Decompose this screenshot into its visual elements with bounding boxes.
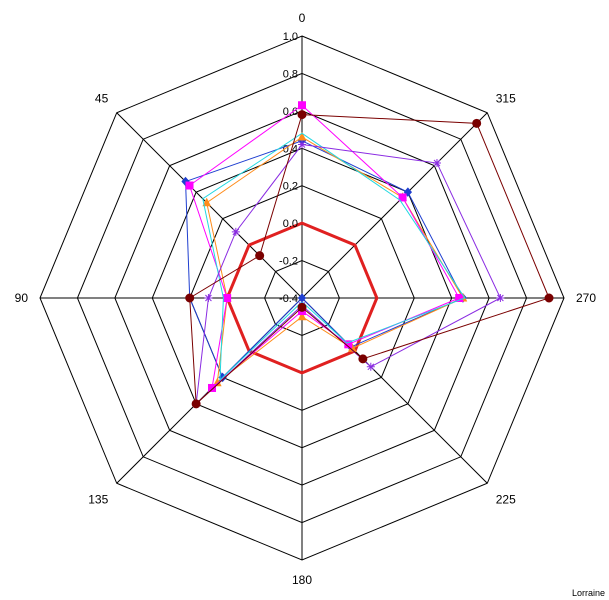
data-point bbox=[297, 131, 307, 141]
series-group bbox=[181, 101, 554, 409]
data-point bbox=[455, 294, 464, 302]
footer-mark: Lorraine bbox=[571, 588, 605, 598]
data-point bbox=[208, 383, 217, 392]
data-point bbox=[185, 293, 195, 303]
ring-label: 0.0 bbox=[283, 218, 298, 230]
data-point bbox=[297, 110, 307, 120]
spoke-315 bbox=[301, 112, 488, 299]
data-point bbox=[202, 197, 212, 207]
axis-labels: 0 315 270 225 180 135 90 45 bbox=[15, 11, 597, 587]
ring-label: 0.8 bbox=[283, 68, 298, 80]
reference-ring bbox=[225, 221, 379, 375]
data-point bbox=[344, 340, 353, 349]
data-point bbox=[298, 101, 306, 110]
data-point bbox=[297, 311, 307, 321]
data-point bbox=[223, 294, 232, 302]
data-point bbox=[204, 294, 213, 302]
angle-label: 90 bbox=[15, 291, 29, 305]
series-2 bbox=[185, 101, 464, 392]
data-point bbox=[366, 362, 375, 371]
data-point bbox=[297, 302, 307, 312]
data-point bbox=[255, 251, 265, 261]
ring-label: 1.0 bbox=[283, 31, 298, 43]
data-point bbox=[231, 227, 240, 236]
data-point bbox=[432, 159, 441, 168]
ring-label: 0.2 bbox=[283, 181, 298, 193]
angle-label: 45 bbox=[95, 91, 109, 105]
series-line bbox=[195, 144, 502, 406]
data-point bbox=[298, 140, 306, 149]
angle-label: 0 bbox=[299, 11, 306, 25]
data-point bbox=[191, 399, 201, 409]
angle-label: 135 bbox=[88, 493, 108, 507]
ring-label: -0.2 bbox=[279, 256, 298, 268]
series-5 bbox=[185, 110, 554, 409]
data-point bbox=[472, 118, 482, 128]
data-point bbox=[185, 181, 194, 190]
angle-label: 180 bbox=[292, 573, 312, 587]
angle-label: 270 bbox=[576, 291, 596, 305]
series-line bbox=[185, 140, 464, 379]
series-line bbox=[206, 136, 464, 384]
data-point bbox=[358, 354, 368, 364]
series-3 bbox=[202, 132, 466, 382]
series-line bbox=[202, 132, 466, 382]
data-point bbox=[544, 293, 554, 303]
angle-label: 225 bbox=[496, 493, 516, 507]
data-point bbox=[398, 193, 407, 202]
angle-label: 315 bbox=[496, 91, 516, 105]
ring-label: 0.6 bbox=[283, 106, 298, 118]
data-point bbox=[496, 294, 505, 302]
ring-labels: -0.4-0.20.00.20.40.60.81.0 bbox=[279, 31, 298, 305]
ring-label: -0.4 bbox=[279, 293, 298, 305]
